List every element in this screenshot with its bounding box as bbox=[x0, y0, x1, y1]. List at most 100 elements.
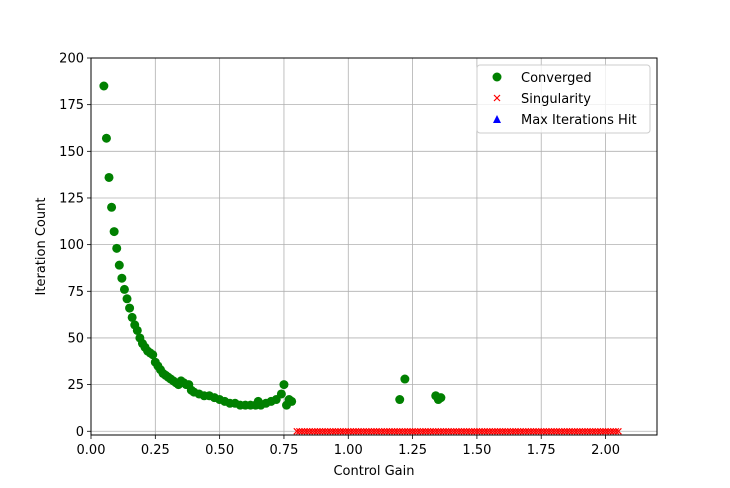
singularity-point bbox=[437, 427, 445, 435]
singularity-point bbox=[401, 427, 409, 435]
singularity-point bbox=[486, 427, 494, 435]
singularity-point bbox=[532, 427, 540, 435]
singularity-point bbox=[527, 427, 535, 435]
singularity-point bbox=[342, 427, 350, 435]
singularity-point bbox=[429, 427, 437, 435]
singularity-point bbox=[594, 427, 602, 435]
singularity-point bbox=[329, 427, 337, 435]
singularity-point bbox=[540, 427, 548, 435]
singularity-point bbox=[602, 427, 609, 435]
singularity-point bbox=[344, 427, 352, 435]
singularity-point bbox=[293, 427, 301, 435]
singularity-point bbox=[295, 427, 303, 435]
singularity-point bbox=[504, 427, 512, 435]
singularity-point bbox=[596, 427, 604, 435]
singularity-point bbox=[609, 427, 617, 435]
singularity-point bbox=[524, 427, 532, 435]
singularity-point bbox=[460, 427, 468, 435]
converged-point bbox=[436, 393, 446, 403]
singularity-point bbox=[373, 427, 380, 435]
singularity-point bbox=[360, 427, 368, 435]
singularity-point bbox=[334, 427, 342, 435]
x-axis-ticks: 0.00 0.25 0.50 0.75 1.00 1.25 1.50 1.75 2.00 bbox=[77, 435, 620, 458]
singularity-point bbox=[409, 427, 417, 435]
converged-point bbox=[279, 380, 289, 390]
singularity-point bbox=[339, 427, 347, 435]
legend-marker-converged bbox=[492, 72, 502, 82]
singularity-point bbox=[522, 427, 530, 435]
singularity-point bbox=[321, 427, 329, 435]
singularity-point bbox=[445, 427, 453, 435]
singularity-point bbox=[411, 427, 419, 435]
singularity-point bbox=[432, 427, 440, 435]
converged-point bbox=[107, 202, 117, 212]
singularity-point bbox=[586, 427, 594, 435]
singularity-point bbox=[519, 427, 527, 435]
singularity-point bbox=[308, 427, 316, 435]
singularity-point bbox=[599, 427, 607, 435]
singularity-point bbox=[331, 427, 339, 435]
plot-frame bbox=[90, 57, 658, 436]
y-tick-label: 150 bbox=[59, 145, 84, 160]
singularity-point bbox=[378, 427, 386, 435]
singularity-point bbox=[396, 427, 404, 435]
singularity-point bbox=[517, 427, 525, 435]
singularity-point bbox=[578, 427, 586, 435]
converged-point bbox=[112, 243, 122, 253]
converged-point bbox=[109, 227, 119, 237]
singularity-point bbox=[573, 427, 581, 435]
converged-point bbox=[117, 273, 127, 283]
y-tick-label: 175 bbox=[59, 98, 84, 113]
singularity-point bbox=[440, 427, 447, 435]
singularity-point bbox=[555, 427, 563, 435]
converged-point bbox=[122, 294, 132, 304]
singularity-point bbox=[324, 427, 332, 435]
y-axis-ticks: 0 25 50 75 100 125 150 175 200 bbox=[59, 52, 91, 440]
singularity-point bbox=[306, 427, 314, 435]
singularity-point bbox=[383, 427, 391, 435]
singularity-point bbox=[375, 427, 383, 435]
singularity-point bbox=[370, 427, 378, 435]
singularity-point bbox=[391, 427, 399, 435]
singularity-point bbox=[311, 427, 319, 435]
singularity-point bbox=[537, 427, 545, 435]
y-tick-label: 0 bbox=[76, 425, 84, 440]
singularity-point bbox=[535, 427, 543, 435]
converged-point bbox=[127, 312, 137, 322]
singularity-point bbox=[301, 427, 308, 435]
x-tick-label: 0.50 bbox=[205, 443, 234, 458]
singularity-point bbox=[388, 427, 396, 435]
singularity-point bbox=[352, 427, 360, 435]
legend-label-singularity: Singularity bbox=[521, 92, 591, 107]
legend-label-converged: Converged bbox=[521, 71, 592, 86]
legend-label-max-iterations: Max Iterations Hit bbox=[521, 113, 637, 128]
singularity-point bbox=[566, 427, 573, 435]
singularity-point bbox=[584, 427, 591, 435]
singularity-point bbox=[447, 427, 455, 435]
singularity-point bbox=[514, 427, 522, 435]
singularity-point bbox=[386, 427, 393, 435]
singularity-point bbox=[406, 427, 414, 435]
singularity-point bbox=[424, 427, 432, 435]
singularity-point bbox=[476, 427, 483, 435]
singularity-point bbox=[326, 427, 334, 435]
singularity-point bbox=[545, 427, 553, 435]
singularity-point bbox=[581, 427, 589, 435]
singularity-point bbox=[414, 427, 422, 435]
singularity-point bbox=[365, 427, 373, 435]
singularity-point bbox=[347, 427, 355, 435]
singularity-point bbox=[434, 427, 442, 435]
data-marks bbox=[99, 81, 622, 435]
y-tick-label: 75 bbox=[67, 285, 84, 300]
singularity-point bbox=[355, 427, 362, 435]
x-tick-label: 1.25 bbox=[398, 443, 427, 458]
singularity-point bbox=[368, 427, 375, 435]
singularity-point bbox=[591, 427, 599, 435]
singularity-point bbox=[550, 427, 558, 435]
converged-point bbox=[104, 172, 114, 182]
singularity-point bbox=[563, 427, 571, 435]
singularity-point bbox=[362, 427, 370, 435]
converged-point bbox=[148, 350, 158, 360]
x-tick-label: 0.00 bbox=[77, 443, 106, 458]
singularity-point bbox=[349, 427, 357, 435]
